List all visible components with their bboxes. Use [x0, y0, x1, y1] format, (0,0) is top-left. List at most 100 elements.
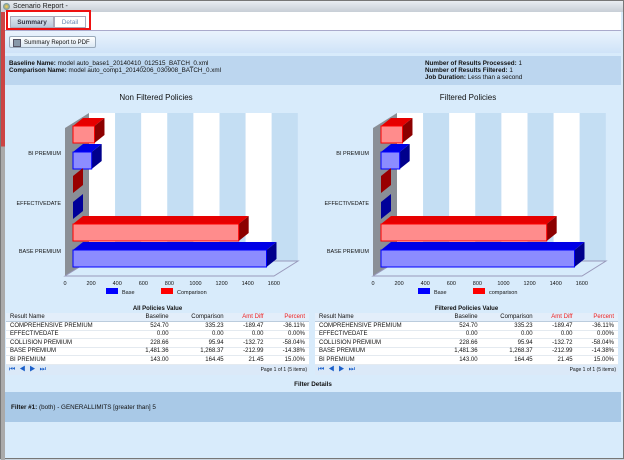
- table-cell: 164.45: [172, 355, 228, 365]
- table-row[interactable]: COLLISION PREMIUM 228.66 95.94 -132.72 -58.0…: [315, 338, 618, 348]
- table-cell: -58.04%: [267, 338, 309, 348]
- bar-top: [73, 242, 277, 250]
- table-cell: 524.70: [438, 321, 482, 331]
- legend-swatch: [106, 288, 118, 294]
- table-cell: -58.04%: [576, 338, 618, 348]
- pager-nav-icons[interactable]: ⏮ ◀ ▶ ⏭: [318, 365, 356, 373]
- legend-label: Base: [122, 290, 135, 296]
- non-filtered-chart: Non Filtered Policies 0 200 400 600 800 1000 12…: [16, 93, 300, 296]
- column-header[interactable]: Comparison: [172, 313, 228, 322]
- column-header[interactable]: Percent: [267, 313, 309, 322]
- table-cell: 335.23: [172, 321, 228, 331]
- tab-summary[interactable]: Summary: [10, 16, 54, 28]
- table-cell: -14.38%: [267, 347, 309, 356]
- table-cell: -36.11%: [576, 321, 618, 331]
- table-row[interactable]: BI PREMIUM 143.00 164.45 21.45 15.00%: [315, 355, 618, 365]
- table-cell: -132.72: [227, 338, 268, 348]
- column-header[interactable]: Comparison: [481, 313, 537, 322]
- bar-side: [381, 168, 391, 193]
- filtered-label: Number of Results Filtered:: [425, 67, 508, 74]
- table-cell: 0.00: [481, 330, 537, 339]
- bar: [72, 125, 95, 144]
- bar-side: [574, 242, 585, 267]
- bar: [72, 151, 93, 170]
- bar-side: [266, 242, 277, 267]
- column-header[interactable]: Baseline: [438, 313, 482, 322]
- bar-top: [73, 144, 102, 152]
- table-cell: 1,481.36: [438, 347, 482, 356]
- x-tick-label: 1400: [242, 281, 254, 287]
- column-header[interactable]: Amt Diff: [536, 313, 577, 322]
- x-tick-label: 600: [139, 281, 148, 287]
- category-label: EFFECTIVEDATE: [16, 201, 61, 207]
- table-caption: Filtered Policies Value: [434, 306, 499, 312]
- pager: ⏮ ◀ ▶ ⏭ Page 1 of 1 (5 items): [6, 364, 309, 375]
- bar: [72, 249, 268, 268]
- tab-bar: [5, 12, 621, 31]
- table-cell: -212.99: [227, 347, 268, 356]
- table-row[interactable]: BI PREMIUM 143.00 164.45 21.45 15.00%: [6, 355, 309, 365]
- table-cell: COMPREHENSIVE PREMIUM: [315, 321, 439, 331]
- table-cell: 95.94: [481, 338, 537, 348]
- column-header[interactable]: Result Name: [315, 313, 439, 322]
- table-row[interactable]: COLLISION PREMIUM 228.66 95.94 -132.72 -58.0…: [6, 338, 309, 348]
- bar-side: [238, 216, 249, 241]
- bar: [380, 125, 403, 144]
- bar-side: [94, 118, 105, 143]
- duration-label: Job Duration:: [425, 74, 466, 81]
- table-cell: 164.45: [481, 355, 537, 365]
- filter-details-title: Filter Details: [294, 381, 332, 388]
- table-cell: 1,481.36: [129, 347, 173, 356]
- table-row[interactable]: COMPREHENSIVE PREMIUM 524.70 335.23 -189.47…: [6, 321, 309, 331]
- x-tick-label: 1200: [523, 281, 535, 287]
- duration-value: Less than a second: [467, 74, 523, 81]
- table-cell: -132.72: [536, 338, 577, 348]
- legend-swatch: [161, 288, 173, 294]
- x-tick-label: 1000: [497, 281, 509, 287]
- table-row[interactable]: COMPREHENSIVE PREMIUM 524.70 335.23 -189.47…: [315, 321, 618, 331]
- table-cell: COLLISION PREMIUM: [6, 338, 130, 348]
- table-cell: 1,268.37: [481, 347, 537, 356]
- pdf-button-label: Summary Report to PDF: [24, 40, 90, 46]
- table-cell: BI PREMIUM: [6, 355, 130, 365]
- bar-top: [73, 216, 249, 224]
- table-row[interactable]: EFFECTIVEDATE 0.00 0.00 0.00 0.00%: [6, 330, 309, 339]
- bar: [380, 249, 576, 268]
- table-cell: 0.00: [536, 330, 577, 339]
- column-header[interactable]: Baseline: [129, 313, 173, 322]
- table-row[interactable]: EFFECTIVEDATE 0.00 0.00 0.00 0.00%: [315, 330, 618, 339]
- grid-band: [245, 113, 272, 261]
- chart-title: Non Filtered Policies: [119, 93, 192, 102]
- legend-swatch: [418, 288, 430, 294]
- tab-detail[interactable]: Detail: [54, 16, 86, 28]
- table-cell: -14.38%: [576, 347, 618, 356]
- table-row[interactable]: BASE PREMIUM 1,481.36 1,268.37 -212.99 -14.3…: [315, 347, 618, 356]
- table-cell: COMPREHENSIVE PREMIUM: [6, 321, 130, 331]
- comparison-value: model auto_comp1_20140206_030908_BATCH_0…: [68, 67, 221, 74]
- pager-nav-icons[interactable]: ⏮ ◀ ▶ ⏭: [9, 365, 47, 373]
- column-header[interactable]: Amt Diff: [227, 313, 268, 322]
- table-cell: EFFECTIVEDATE: [315, 330, 439, 339]
- table-cell: 15.00%: [576, 355, 618, 365]
- pager-info: Page 1 of 1 (5 items): [569, 366, 616, 373]
- table-caption: All Policies Value: [132, 306, 183, 312]
- x-tick-label: 0: [63, 281, 66, 287]
- bar-top: [381, 242, 585, 250]
- column-header[interactable]: Percent: [576, 313, 618, 322]
- table-cell: -212.99: [536, 347, 577, 356]
- chart-title: Filtered Policies: [440, 93, 496, 102]
- column-header[interactable]: Result Name: [6, 313, 130, 322]
- comparison-label: Comparison Name:: [9, 67, 67, 74]
- x-tick-label: 1600: [576, 281, 588, 287]
- baseline-label: Baseline Name:: [9, 60, 56, 67]
- filter-value: (both) - GENERALLIMITS [greater than] 5: [39, 404, 156, 411]
- filter-details: Filter #1: (both) - GENERALLIMITS [great…: [5, 392, 621, 422]
- summary-pdf-button[interactable]: Summary Report to PDF: [9, 36, 96, 48]
- x-tick-label: 800: [473, 281, 482, 287]
- bar: [380, 223, 548, 242]
- table-row[interactable]: BASE PREMIUM 1,481.36 1,268.37 -212.99 -14.3…: [6, 347, 309, 356]
- bar-side: [546, 216, 557, 241]
- filtered-value: 1: [509, 67, 513, 74]
- table-cell: EFFECTIVEDATE: [6, 330, 130, 339]
